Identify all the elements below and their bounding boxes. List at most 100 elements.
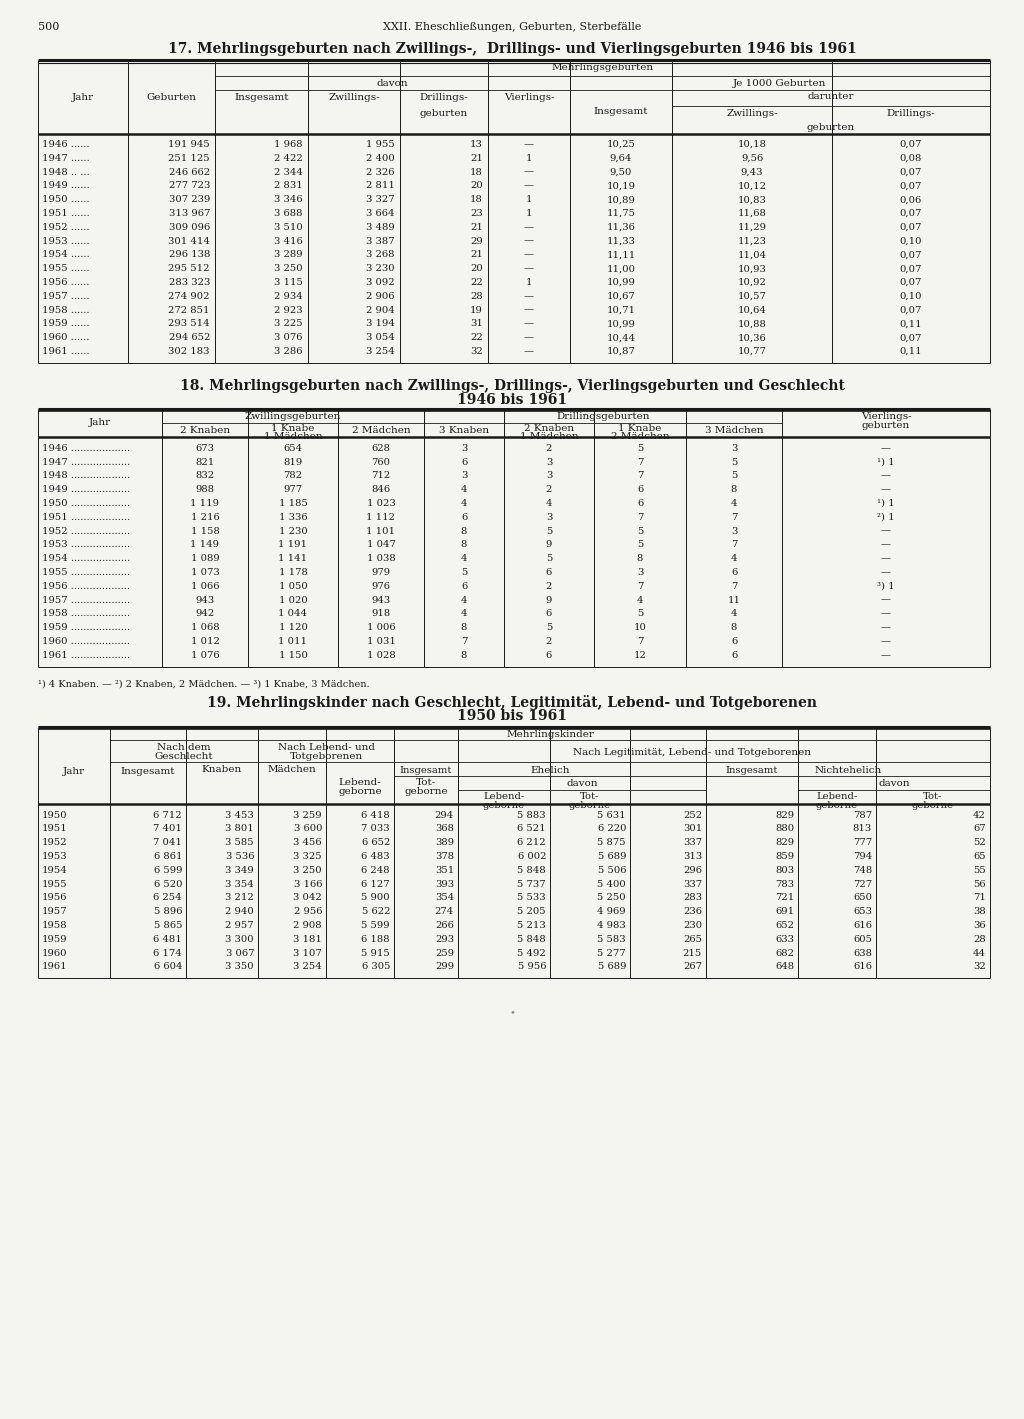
Text: 6 520: 6 520 xyxy=(154,880,182,888)
Text: 6: 6 xyxy=(461,457,467,467)
Text: Ehelich: Ehelich xyxy=(530,766,569,775)
Text: 1 Knabe: 1 Knabe xyxy=(271,424,314,433)
Text: 17. Mehrlingsgeburten nach Zwillings-,  Drillings- und Vierlingsgeburten 1946 bi: 17. Mehrlingsgeburten nach Zwillings-, D… xyxy=(168,43,856,55)
Text: 6: 6 xyxy=(461,512,467,522)
Text: 5 883: 5 883 xyxy=(517,810,546,820)
Text: 1 050: 1 050 xyxy=(279,582,307,590)
Text: 6: 6 xyxy=(637,499,643,508)
Text: 4: 4 xyxy=(731,609,737,619)
Text: 296 138: 296 138 xyxy=(169,250,210,260)
Text: 1956: 1956 xyxy=(42,894,68,902)
Text: 22: 22 xyxy=(470,278,483,287)
Text: 1954: 1954 xyxy=(42,866,68,874)
Text: XXII. Eheschließungen, Geburten, Sterbefälle: XXII. Eheschließungen, Geburten, Sterbef… xyxy=(383,23,641,33)
Text: 6: 6 xyxy=(731,568,737,578)
Text: 0,07: 0,07 xyxy=(900,182,923,190)
Text: 10,64: 10,64 xyxy=(737,305,766,315)
Text: 5 400: 5 400 xyxy=(597,880,626,888)
Text: 1960 ...................: 1960 ................... xyxy=(42,637,130,646)
Text: 65: 65 xyxy=(974,851,986,861)
Text: 11,36: 11,36 xyxy=(606,223,636,231)
Text: 251 125: 251 125 xyxy=(168,153,210,163)
Text: geborne: geborne xyxy=(338,786,382,796)
Text: 3 801: 3 801 xyxy=(225,824,254,833)
Text: 3 230: 3 230 xyxy=(367,264,395,274)
Text: 3 489: 3 489 xyxy=(367,223,395,231)
Text: 354: 354 xyxy=(435,894,454,902)
Text: 6 305: 6 305 xyxy=(361,962,390,972)
Text: 2: 2 xyxy=(546,637,552,646)
Text: 4: 4 xyxy=(461,555,467,563)
Text: Drillingsgeburten: Drillingsgeburten xyxy=(556,412,650,421)
Text: 638: 638 xyxy=(853,948,872,958)
Text: 10,12: 10,12 xyxy=(737,182,767,190)
Text: 389: 389 xyxy=(435,839,454,847)
Text: 21: 21 xyxy=(470,223,483,231)
Text: 1950: 1950 xyxy=(42,810,68,820)
Text: 3 350: 3 350 xyxy=(225,962,254,972)
Text: 5 875: 5 875 xyxy=(597,839,626,847)
Text: 1958 ......: 1958 ...... xyxy=(42,305,89,315)
Text: 3 510: 3 510 xyxy=(274,223,303,231)
Text: —: — xyxy=(524,167,534,176)
Text: 3: 3 xyxy=(731,444,737,453)
Text: 0,11: 0,11 xyxy=(900,319,923,328)
Text: 4: 4 xyxy=(461,499,467,508)
Text: ²) 1: ²) 1 xyxy=(878,512,895,522)
Text: 313: 313 xyxy=(683,851,702,861)
Text: 295 512: 295 512 xyxy=(169,264,210,274)
Text: 2 957: 2 957 xyxy=(225,921,254,929)
Text: 5 956: 5 956 xyxy=(517,962,546,972)
Text: darunter: darunter xyxy=(808,92,854,101)
Text: 3 325: 3 325 xyxy=(293,851,322,861)
Text: 3 664: 3 664 xyxy=(367,209,395,219)
Text: 3 416: 3 416 xyxy=(274,237,303,245)
Text: 1955 ......: 1955 ...... xyxy=(42,264,89,274)
Text: Insgesamt: Insgesamt xyxy=(234,94,289,102)
Text: 2 Mädchen: 2 Mädchen xyxy=(610,431,670,441)
Text: 1 Mädchen: 1 Mädchen xyxy=(264,431,323,441)
Text: 783: 783 xyxy=(775,880,794,888)
Text: 18. Mehrlingsgeburten nach Zwillings-, Drillings-, Vierlingsgeburten und Geschle: 18. Mehrlingsgeburten nach Zwillings-, D… xyxy=(179,379,845,393)
Text: 1961 ...................: 1961 ................... xyxy=(42,651,130,660)
Text: —: — xyxy=(881,651,891,660)
Text: 3 042: 3 042 xyxy=(293,894,322,902)
Text: 832: 832 xyxy=(196,471,215,481)
Text: 31: 31 xyxy=(470,319,483,328)
Text: 0,07: 0,07 xyxy=(900,250,923,260)
Text: 6 599: 6 599 xyxy=(154,866,182,874)
Text: 22: 22 xyxy=(470,333,483,342)
Text: 11,68: 11,68 xyxy=(737,209,766,219)
Text: 1 120: 1 120 xyxy=(279,623,307,633)
Text: 2 344: 2 344 xyxy=(274,167,303,176)
Text: 259: 259 xyxy=(435,948,454,958)
Text: 5 896: 5 896 xyxy=(154,907,182,917)
Text: 1955: 1955 xyxy=(42,880,68,888)
Text: geburten: geburten xyxy=(807,123,855,132)
Text: 1948 ...................: 1948 ................... xyxy=(42,471,130,481)
Text: 653: 653 xyxy=(853,907,872,917)
Text: 296: 296 xyxy=(683,866,702,874)
Text: 2 904: 2 904 xyxy=(367,305,395,315)
Text: 283: 283 xyxy=(683,894,702,902)
Text: ³) 1: ³) 1 xyxy=(878,582,895,590)
Text: 1 006: 1 006 xyxy=(367,623,395,633)
Text: 7: 7 xyxy=(637,457,643,467)
Text: 1: 1 xyxy=(525,153,532,163)
Text: 5 506: 5 506 xyxy=(597,866,626,874)
Text: 7 033: 7 033 xyxy=(361,824,390,833)
Text: 252: 252 xyxy=(683,810,702,820)
Text: 3 054: 3 054 xyxy=(367,333,395,342)
Text: Zwillings-: Zwillings- xyxy=(726,109,778,118)
Text: 1957 ...................: 1957 ................... xyxy=(42,596,130,604)
Text: —: — xyxy=(524,140,534,149)
Text: ¹) 1: ¹) 1 xyxy=(878,499,895,508)
Text: 1 336: 1 336 xyxy=(279,512,307,522)
Text: Geschlecht: Geschlecht xyxy=(155,752,213,761)
Text: 2 940: 2 940 xyxy=(225,907,254,917)
Text: 301: 301 xyxy=(683,824,702,833)
Text: 3 212: 3 212 xyxy=(225,894,254,902)
Text: 7: 7 xyxy=(461,637,467,646)
Text: 1955 ...................: 1955 ................... xyxy=(42,568,130,578)
Text: 11,33: 11,33 xyxy=(606,237,636,245)
